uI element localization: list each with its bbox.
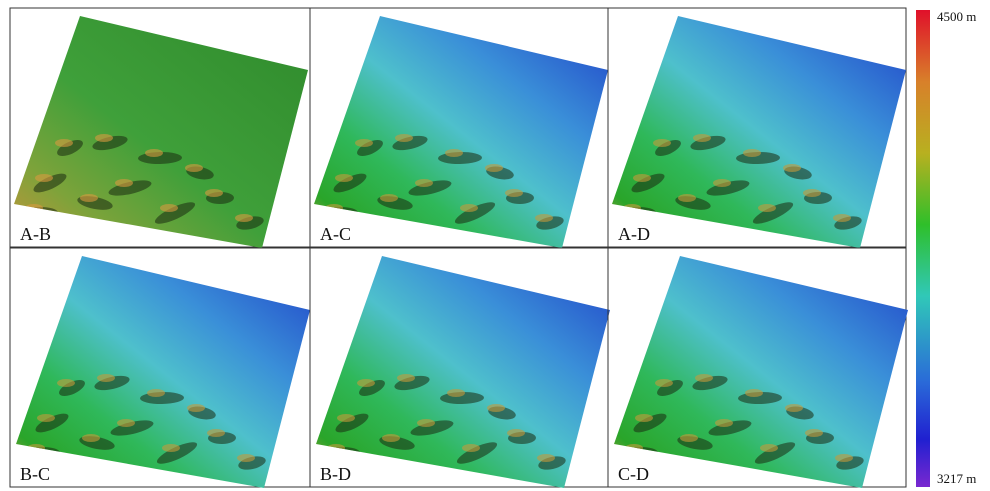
ridge-light xyxy=(57,379,75,387)
ridge-light xyxy=(803,189,821,197)
ridge-light xyxy=(162,444,180,452)
ridge-light xyxy=(745,389,763,397)
ridge-light xyxy=(382,434,400,442)
ridge-light xyxy=(485,164,503,172)
ridge-light xyxy=(505,189,523,197)
ridge-light xyxy=(80,194,98,202)
ridge-light xyxy=(625,444,643,452)
ridge-light xyxy=(147,389,165,397)
ridge-light xyxy=(715,419,733,427)
ridge-light xyxy=(97,374,115,382)
ridge-light xyxy=(713,179,731,187)
terrain-map xyxy=(316,256,610,488)
ridge-light xyxy=(115,179,133,187)
terrain-surface xyxy=(316,256,610,488)
ridge-light xyxy=(462,444,480,452)
ridge-light xyxy=(680,434,698,442)
ridge-light xyxy=(380,194,398,202)
terrain-map xyxy=(314,16,608,248)
ridge-light xyxy=(758,204,776,212)
terrain-map xyxy=(614,256,908,488)
figure: 4500 m 3217 m A-B A-C A-D B-C B-D C-D xyxy=(0,0,990,491)
ridge-light xyxy=(535,214,553,222)
ridge-light xyxy=(760,444,778,452)
terrain-surface xyxy=(314,16,608,248)
ridge-light xyxy=(833,214,851,222)
ridge-light xyxy=(237,454,255,462)
ridge-light xyxy=(633,174,651,182)
panel-label: A-C xyxy=(320,224,351,244)
ridge-light xyxy=(623,204,641,212)
ridge-light xyxy=(82,434,100,442)
ridge-light xyxy=(35,174,53,182)
ridge-light xyxy=(207,429,225,437)
ridge-light xyxy=(445,149,463,157)
panel-label: A-D xyxy=(618,224,650,244)
terrain-surface xyxy=(612,16,906,248)
ridge-light xyxy=(327,444,345,452)
panel-label: B-D xyxy=(320,464,351,484)
ridge-light xyxy=(117,419,135,427)
ridge-light xyxy=(783,164,801,172)
ridge-light xyxy=(695,374,713,382)
ridge-light xyxy=(537,454,555,462)
panel-label: A-B xyxy=(20,224,51,244)
ridge-light xyxy=(25,204,43,212)
ridge-light xyxy=(397,374,415,382)
ridge-light xyxy=(185,164,203,172)
ridge-light xyxy=(415,179,433,187)
ridge-light xyxy=(325,204,343,212)
terrain-map xyxy=(14,16,308,248)
ridge-light xyxy=(335,174,353,182)
panel-label: C-D xyxy=(618,464,649,484)
colorbar-min: 3217 m xyxy=(937,471,976,486)
ridge-light xyxy=(785,404,803,412)
ridge-light xyxy=(655,379,673,387)
ridge-light xyxy=(357,379,375,387)
ridge-light xyxy=(395,134,413,142)
ridge-light xyxy=(160,204,178,212)
ridge-light xyxy=(653,139,671,147)
colorbar xyxy=(916,10,930,487)
ridge-light xyxy=(460,204,478,212)
ridge-light xyxy=(805,429,823,437)
ridge-light xyxy=(693,134,711,142)
terrain-surface xyxy=(16,256,310,488)
ridge-light xyxy=(355,139,373,147)
colorbar-max: 4500 m xyxy=(937,9,976,24)
terrain-surface xyxy=(14,16,308,248)
ridge-light xyxy=(55,139,73,147)
ridge-light xyxy=(507,429,525,437)
ridge-light xyxy=(37,414,55,422)
panel-label: B-C xyxy=(20,464,50,484)
ridge-light xyxy=(417,419,435,427)
ridge-light xyxy=(27,444,45,452)
ridge-light xyxy=(487,404,505,412)
ridge-light xyxy=(205,189,223,197)
ridge-light xyxy=(635,414,653,422)
terrain-map xyxy=(16,256,310,488)
ridge-light xyxy=(235,214,253,222)
ridge-light xyxy=(187,404,205,412)
ridge-light xyxy=(743,149,761,157)
ridge-light xyxy=(447,389,465,397)
ridge-light xyxy=(678,194,696,202)
terrain-map xyxy=(612,16,906,248)
ridge-light xyxy=(95,134,113,142)
ridge-light xyxy=(835,454,853,462)
ridge-light xyxy=(145,149,163,157)
terrain-surface xyxy=(614,256,908,488)
ridge-light xyxy=(337,414,355,422)
